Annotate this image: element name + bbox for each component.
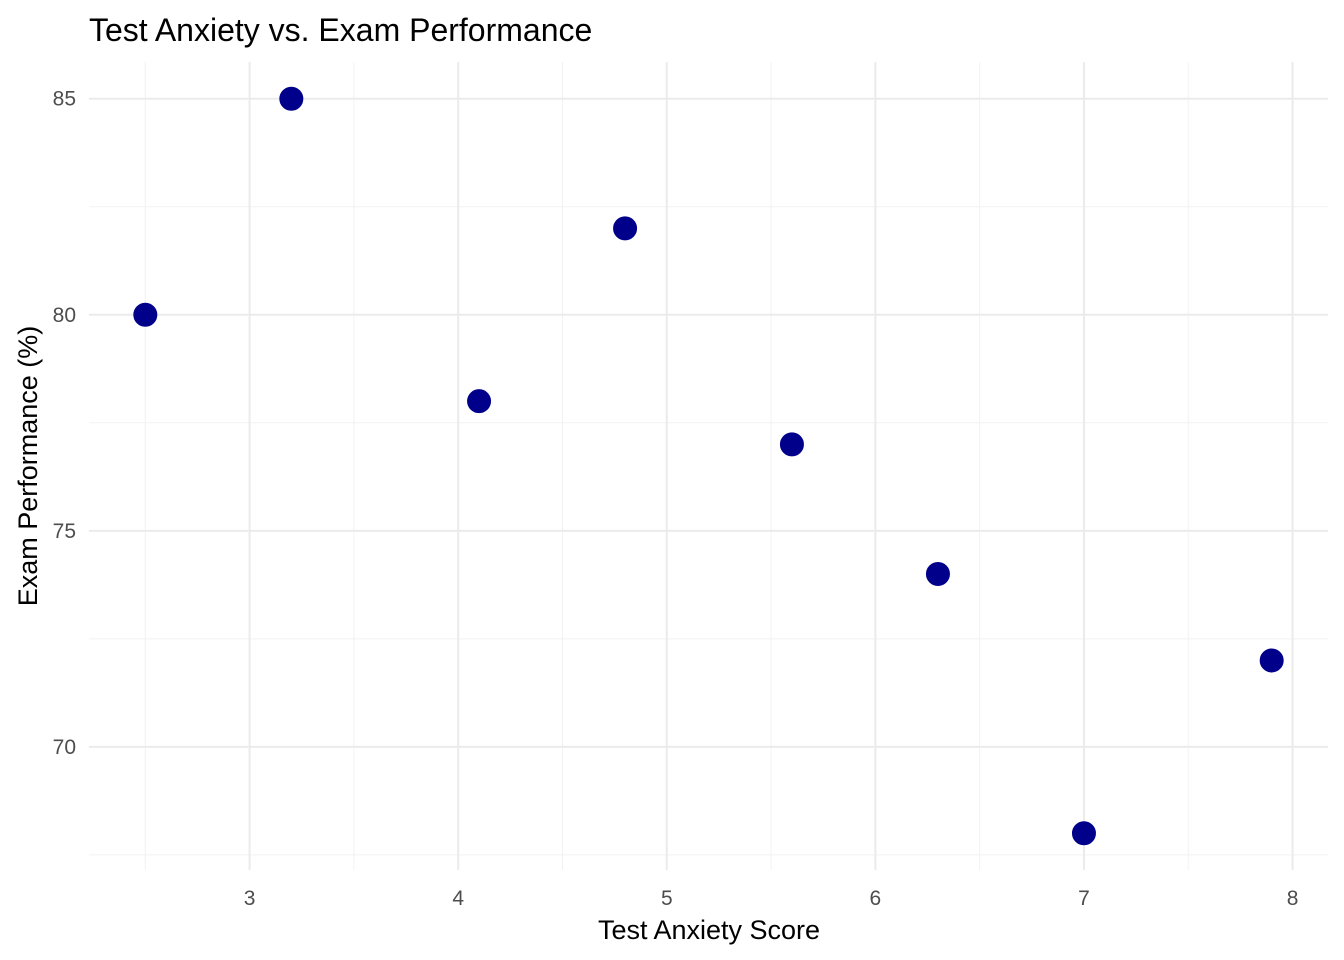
x-tick-label: 3 — [244, 887, 256, 910]
data-point — [613, 216, 638, 241]
data-point — [467, 389, 492, 414]
data-point — [133, 302, 158, 327]
x-tick-label: 8 — [1287, 887, 1299, 910]
data-point — [779, 432, 804, 457]
data-point — [1259, 648, 1284, 673]
data-points — [133, 86, 1284, 846]
data-point — [279, 86, 304, 111]
x-tick-label: 5 — [661, 887, 673, 910]
major-gridlines — [89, 62, 1328, 870]
y-tick-label: 85 — [53, 88, 76, 111]
y-tick-label: 70 — [53, 736, 76, 759]
x-tick-label: 6 — [870, 887, 882, 910]
chart-title: Test Anxiety vs. Exam Performance — [89, 12, 592, 48]
x-tick-label: 4 — [452, 887, 464, 910]
y-axis-title: Exam Performance (%) — [13, 326, 43, 607]
minor-gridlines — [89, 62, 1328, 870]
data-point — [925, 562, 950, 587]
y-tick-label: 80 — [53, 304, 76, 327]
x-axis-title: Test Anxiety Score — [598, 915, 820, 945]
y-tick-label: 75 — [53, 520, 76, 543]
data-point — [1071, 821, 1096, 846]
x-axis-tick-labels: 3 4 5 6 7 8 — [244, 887, 1299, 910]
y-axis-tick-labels: 70 75 80 85 — [53, 88, 76, 759]
x-tick-label: 7 — [1078, 887, 1090, 910]
